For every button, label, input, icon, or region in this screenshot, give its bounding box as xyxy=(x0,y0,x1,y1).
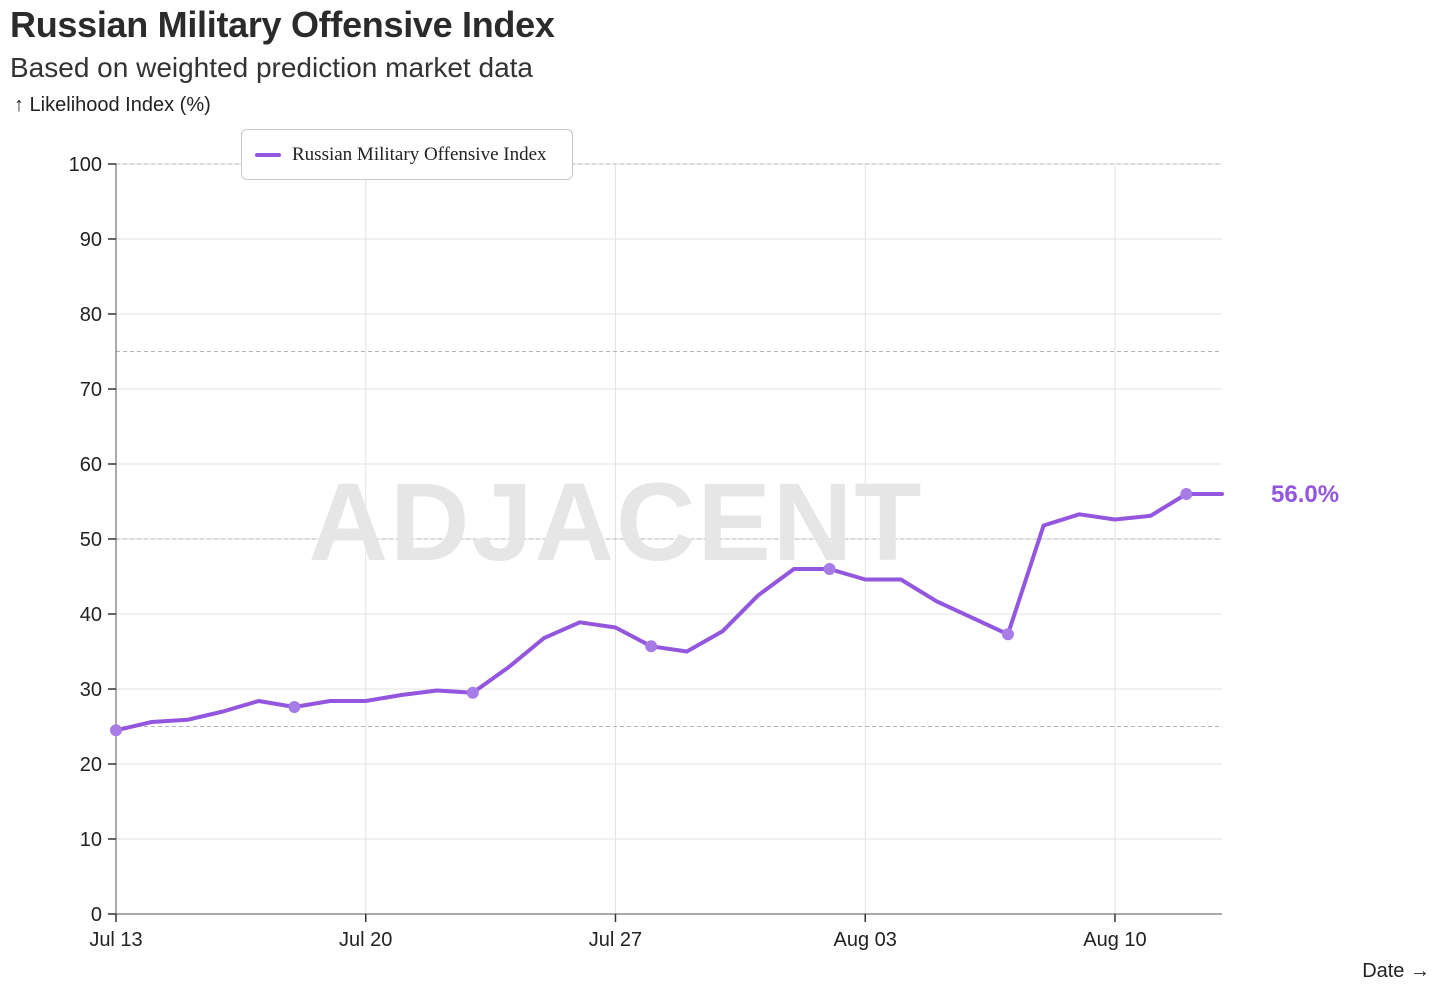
y-tick-label: 40 xyxy=(80,604,102,626)
data-point xyxy=(110,724,122,737)
y-tick-label: 0 xyxy=(91,904,102,926)
legend-label: Russian Military Offensive Index xyxy=(292,143,547,165)
data-point xyxy=(645,640,658,653)
y-tick-label: 80 xyxy=(80,304,102,326)
y-tick-label: 50 xyxy=(80,529,102,551)
data-point xyxy=(823,563,836,575)
chart-subtitle: Based on weighted prediction market data xyxy=(10,52,533,83)
series-line xyxy=(114,492,1224,733)
y-tick-label: 60 xyxy=(80,454,102,476)
data-point xyxy=(288,701,301,713)
y-axis-label: ↑ Likelihood Index (%) xyxy=(14,94,211,116)
y-tick-label: 20 xyxy=(80,754,102,776)
data-point xyxy=(1001,628,1014,641)
x-tick-label: Jul 27 xyxy=(589,929,642,951)
x-tick-label: Aug 03 xyxy=(834,929,897,951)
data-point xyxy=(466,686,479,699)
watermark-text: ADJACENT xyxy=(309,461,924,584)
data-point xyxy=(1180,488,1193,500)
y-tick-label: 90 xyxy=(80,229,102,251)
x-tick-label: Jul 13 xyxy=(89,929,142,951)
y-tick-label: 10 xyxy=(80,829,102,851)
x-axis-label: Date → xyxy=(1362,960,1430,982)
legend-swatch xyxy=(255,152,281,157)
y-tick-label: 100 xyxy=(69,154,102,176)
x-tick-label: Aug 10 xyxy=(1083,929,1146,951)
x-tick-label: Jul 20 xyxy=(339,929,392,951)
chart-title: Russian Military Offensive Index xyxy=(10,4,555,45)
y-tick-label: 30 xyxy=(80,679,102,701)
y-tick-label: 70 xyxy=(80,379,102,401)
legend: Russian Military Offensive Index xyxy=(241,129,573,180)
end-value-label: 56.0% xyxy=(1271,481,1339,508)
